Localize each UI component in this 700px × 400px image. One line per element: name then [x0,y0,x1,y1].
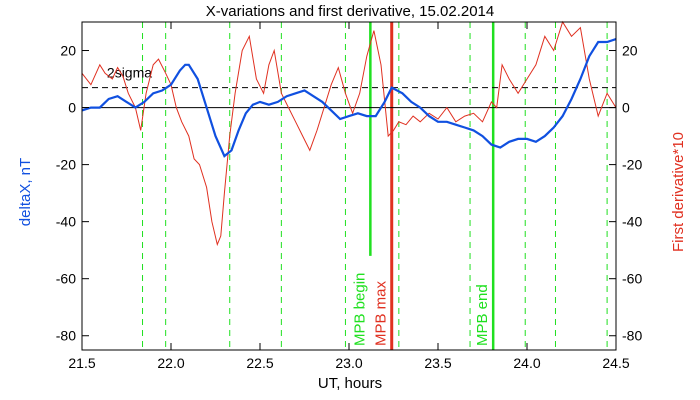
marker-label-1: MPB max [373,280,390,346]
x-tick-label-1: 22.0 [157,355,184,371]
y-tick-right-label-2: -20 [622,157,642,173]
y-tick-right-label-4: -60 [622,271,642,287]
x-tick-label-4: 23.5 [424,355,451,371]
y-tick-right-label-3: -40 [622,214,642,230]
marker-label-2: MPB end [474,284,491,346]
marker-label-0: MPB begin [351,273,368,346]
x-tick-label-2: 22.5 [246,355,273,371]
y-axis-right-ticks: 20 0 -20 -40 -60 -80 [609,43,642,344]
x-axis-label: UT, hours [318,375,382,392]
y-tick-left-label-1: 0 [68,100,76,116]
y-axis-left-label: deltaX, nT [17,158,34,226]
y-tick-right-label-1: 0 [622,100,630,116]
y-tick-left-label-0: 20 [60,43,76,59]
y-tick-right-label-5: -80 [622,328,642,344]
y-axis-right-label: First derivative*10 [670,132,687,252]
deltax-series-line [81,38,617,158]
y-tick-left-label-5: -80 [56,328,76,344]
x-tick-label-3: 23.0 [335,355,362,371]
x-tick-label-5: 24.0 [513,355,540,371]
y-tick-left-label-4: -60 [56,271,76,287]
y-tick-left-label-2: -20 [56,157,76,173]
sigma-label: 2sigma [107,65,152,81]
y-tick-right-label-0: 20 [622,43,638,59]
plot-frame [81,21,617,351]
x-tick-label-0: 21.5 [68,355,95,371]
y-tick-left-label-3: -40 [56,214,76,230]
mpb-marker-labels: MPB begin MPB max MPB end [351,273,491,346]
x-tick-label-6: 24.5 [602,355,629,371]
chart-title: X-variations and first derivative, 15.02… [206,3,495,20]
mpb-marker-lines [369,22,495,350]
derivative-series-line [81,20,617,247]
y-axis-left-ticks: 20 0 -20 -40 -60 -80 [56,43,89,344]
x-axis-ticks: 21.5 22.0 22.5 23.0 23.5 24.0 24.5 [68,22,630,371]
